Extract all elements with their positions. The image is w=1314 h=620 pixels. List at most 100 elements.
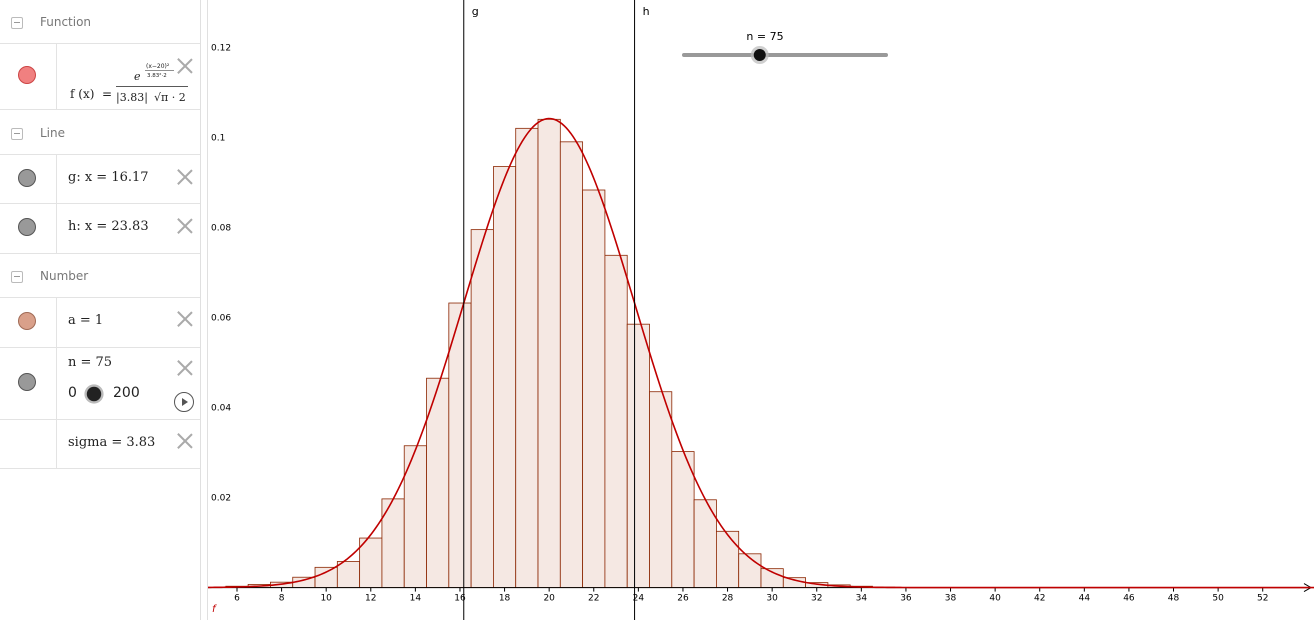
delete-icon[interactable] — [176, 432, 194, 450]
x-tick-label: 50 — [1212, 594, 1224, 604]
visibility-dot-icon[interactable] — [18, 373, 36, 391]
y-tick-label: 0.06 — [211, 313, 231, 323]
histogram-bar — [782, 577, 806, 588]
line-h-row[interactable]: h: x = 23.83 — [0, 204, 200, 254]
x-tick-label: 12 — [365, 594, 376, 604]
collapse-toggle-icon[interactable] — [11, 17, 23, 29]
x-tick-label: 16 — [454, 594, 466, 604]
visibility-marker[interactable] — [0, 204, 57, 253]
slider-min-label: 0 — [68, 385, 77, 401]
x-tick-label: 18 — [499, 594, 511, 604]
n-slider-label: n = 75 — [746, 30, 783, 43]
delete-icon[interactable] — [176, 359, 194, 377]
line-h-label: h — [643, 5, 650, 18]
x-tick-label: 20 — [543, 594, 555, 604]
svg-text:(x−20)²: (x−20)² — [146, 63, 170, 70]
delete-icon[interactable] — [176, 310, 194, 328]
histogram-bar — [359, 537, 383, 588]
y-tick-label: 0.04 — [211, 403, 231, 413]
line-g-definition[interactable]: g: x = 16.17 — [68, 170, 149, 185]
graphics-view[interactable]: 6 8 10 12 14 16 18 20 22 24 26 28 30 32 34 36 38 40 42 44 46… — [208, 0, 1314, 620]
category-label: Number — [40, 269, 89, 283]
y-tick-label: 0.08 — [211, 223, 231, 233]
number-n-definition[interactable]: n = 75 — [68, 355, 113, 370]
line-h-definition[interactable]: h: x = 23.83 — [68, 219, 149, 234]
delete-icon[interactable] — [176, 217, 194, 235]
x-tick-label: 10 — [320, 594, 332, 604]
function-f-row[interactable]: f (x) = e (x−20)² 3.83²·2 |3.83| √π · 2 — [0, 44, 200, 110]
normal-curve-f[interactable] — [208, 117, 1314, 589]
svg-text:3.83²·2: 3.83²·2 — [147, 72, 167, 79]
category-number[interactable]: Number — [0, 254, 200, 298]
x-tick-label: 40 — [989, 594, 1001, 604]
histogram-bar — [448, 302, 472, 588]
number-a-definition[interactable]: a = 1 — [68, 313, 104, 328]
x-tick-label: 34 — [856, 594, 868, 604]
x-tick-label: 28 — [722, 594, 734, 604]
x-tick-label: 44 — [1079, 594, 1091, 604]
x-tick-label: 42 — [1034, 594, 1045, 604]
histogram-bar — [582, 189, 606, 588]
histogram-bar — [604, 254, 628, 588]
visibility-marker[interactable] — [0, 348, 57, 419]
line-g-label: g — [472, 5, 479, 18]
visibility-marker[interactable] — [0, 44, 57, 109]
x-tick-label: 36 — [900, 594, 912, 604]
x-tick-label: 24 — [633, 594, 645, 604]
histogram-bar — [649, 391, 673, 588]
mini-slider-thumb[interactable] — [86, 386, 102, 402]
n-slider[interactable]: n = 75 — [682, 30, 888, 64]
histogram-bar — [671, 451, 695, 588]
function-f-label: f — [212, 604, 217, 615]
svg-text:f (x): f (x) — [70, 87, 94, 101]
histogram-bar — [314, 566, 338, 588]
number-a-row[interactable]: a = 1 — [0, 298, 200, 348]
histogram-bar — [716, 530, 740, 588]
visibility-dot-icon[interactable] — [18, 312, 36, 330]
function-f-formula[interactable]: f (x) = e (x−20)² 3.83²·2 |3.83| √π · 2 — [70, 54, 200, 110]
svg-text:=: = — [102, 87, 112, 101]
x-tick-label: 46 — [1123, 594, 1135, 604]
svg-text:√π · 2: √π · 2 — [154, 91, 186, 104]
category-line[interactable]: Line — [0, 111, 200, 155]
x-tick-label: 22 — [588, 594, 599, 604]
x-tick-label: 32 — [811, 594, 822, 604]
histogram-bar — [470, 229, 494, 588]
x-tick-label: 38 — [945, 594, 957, 604]
number-sigma-row[interactable]: sigma = 3.83 — [0, 420, 200, 469]
delete-icon[interactable] — [176, 57, 194, 75]
histogram-bar — [626, 323, 650, 588]
play-animation-icon[interactable] — [174, 392, 194, 412]
category-label: Line — [40, 126, 66, 140]
x-axis-ticks: 6 8 10 12 14 16 18 20 22 24 26 28 30 32 34 36 38 40 42 44 46… — [234, 587, 1268, 604]
visibility-marker[interactable] — [0, 298, 57, 347]
svg-text:|3.83|: |3.83| — [116, 91, 148, 105]
visibility-dot-icon[interactable] — [18, 66, 36, 84]
visibility-dot-icon[interactable] — [18, 218, 36, 236]
n-slider-thumb[interactable] — [753, 49, 766, 61]
slider-max-label: 200 — [113, 385, 140, 401]
visibility-dot-icon[interactable] — [18, 169, 36, 187]
algebra-view: Function f (x) = e (x−20)² 3.83²·2 |3.83… — [0, 0, 200, 620]
histogram-bar — [559, 141, 584, 588]
view-divider[interactable] — [200, 0, 208, 620]
visibility-marker[interactable] — [0, 155, 57, 203]
histogram-bar — [336, 561, 361, 588]
delete-icon[interactable] — [176, 168, 194, 186]
number-sigma-definition[interactable]: sigma = 3.83 — [68, 435, 156, 450]
svg-text:e: e — [134, 70, 141, 83]
collapse-toggle-icon[interactable] — [11, 128, 23, 140]
line-g-row[interactable]: g: x = 16.17 — [0, 155, 200, 204]
x-tick-label: 30 — [766, 594, 778, 604]
category-function[interactable]: Function — [0, 0, 200, 44]
x-tick-label: 26 — [677, 594, 689, 604]
visibility-marker — [0, 420, 57, 468]
y-tick-label: 0.02 — [211, 494, 231, 504]
histogram-bar — [515, 127, 539, 588]
number-n-row[interactable]: n = 75 0 200 — [0, 348, 200, 420]
y-tick-label: 0.12 — [211, 43, 231, 53]
x-tick-label: 14 — [410, 594, 422, 604]
x-tick-label: 48 — [1168, 594, 1180, 604]
x-tick-label: 6 — [234, 594, 240, 604]
collapse-toggle-icon[interactable] — [11, 271, 23, 283]
